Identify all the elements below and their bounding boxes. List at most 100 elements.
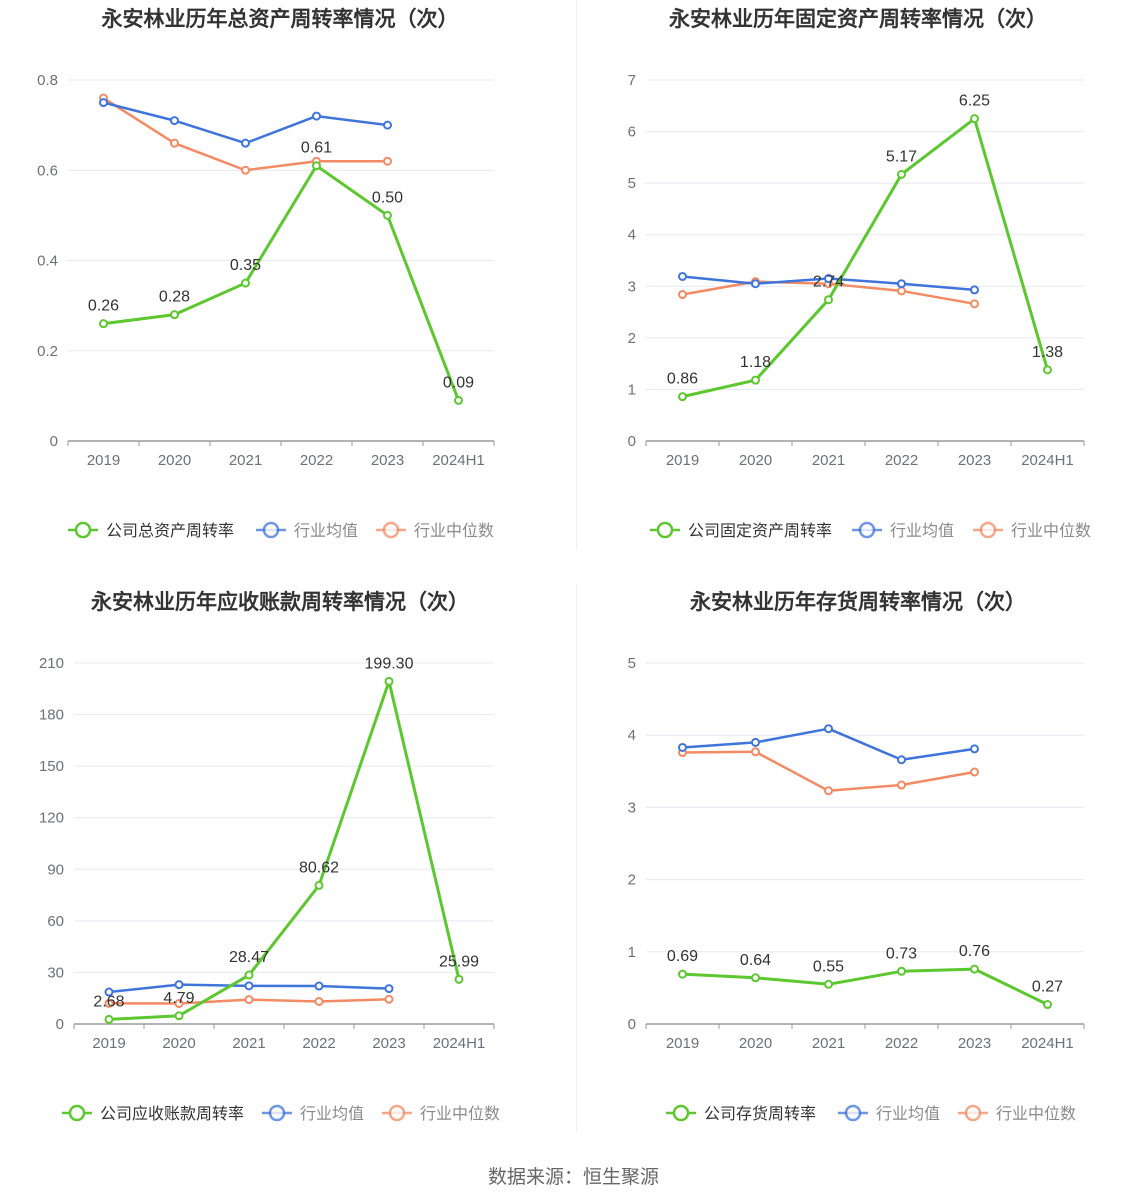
data-point-avg bbox=[312, 111, 321, 121]
y-tick-label: 180 bbox=[39, 707, 64, 724]
data-point-avg bbox=[751, 279, 760, 289]
series-line-avg bbox=[682, 727, 975, 761]
data-label: 0.86 bbox=[667, 371, 698, 388]
source-note: 数据来源：恒生聚源 bbox=[487, 1167, 659, 1188]
data-point-company bbox=[312, 161, 321, 171]
legend-label-avg[interactable]: 行业均值 bbox=[294, 522, 358, 540]
x-tick-label: 2021 bbox=[229, 452, 262, 469]
x-tick-label: 2022 bbox=[302, 1035, 335, 1052]
data-point-avg bbox=[241, 138, 250, 148]
data-point-avg bbox=[678, 271, 687, 281]
legend-marker-median bbox=[388, 1104, 406, 1122]
data-point-avg bbox=[244, 981, 254, 991]
data-point-median bbox=[678, 290, 687, 300]
data-label: 0.76 bbox=[959, 943, 990, 960]
data-point-company bbox=[751, 375, 760, 385]
data-point-median bbox=[824, 786, 833, 796]
data-point-median bbox=[897, 286, 906, 296]
legend-marker-company bbox=[74, 521, 92, 539]
x-tick-label: 2023 bbox=[958, 1035, 991, 1052]
data-point-median bbox=[314, 996, 324, 1006]
x-tick-label: 2021 bbox=[812, 452, 845, 469]
series-line-median bbox=[682, 750, 975, 793]
data-point-avg bbox=[170, 116, 179, 126]
x-tick-label: 2024H1 bbox=[1021, 452, 1074, 469]
data-label: 2.74 bbox=[813, 274, 844, 291]
data-point-company bbox=[384, 676, 394, 686]
legend-label-median[interactable]: 行业中位数 bbox=[414, 522, 494, 540]
x-tick-label: 2021 bbox=[232, 1035, 265, 1052]
data-label: 0.35 bbox=[230, 257, 261, 274]
legend-marker-avg bbox=[844, 1104, 862, 1122]
x-tick-label: 2021 bbox=[812, 1035, 845, 1052]
data-point-avg bbox=[314, 981, 324, 991]
chart-total-asset-turnover: 永安林业历年总资产周转率情况（次） 0 0.2 0.4 0.6 0.8 2019 2020 20… bbox=[0, 0, 560, 560]
legend-label-company[interactable]: 公司存货周转率 bbox=[704, 1105, 816, 1123]
y-tick-label: 5 bbox=[628, 655, 636, 672]
data-label: 0.26 bbox=[88, 298, 119, 315]
series-line-company bbox=[682, 967, 1049, 1006]
data-point-avg bbox=[678, 742, 687, 752]
legend-label-company[interactable]: 公司应收账款周转率 bbox=[100, 1104, 244, 1123]
legend-marker-company bbox=[672, 1104, 690, 1122]
data-point-company bbox=[454, 974, 464, 984]
legend-label-avg[interactable]: 行业均值 bbox=[300, 1105, 364, 1123]
data-point-avg bbox=[174, 980, 184, 990]
data-point-company bbox=[174, 1011, 184, 1021]
data-point-company bbox=[454, 395, 463, 405]
legend-label-median[interactable]: 行业中位数 bbox=[420, 1105, 500, 1123]
y-tick-label: 4 bbox=[628, 727, 636, 744]
chart-svg: 永安林业历年应收账款周转率情况（次） 0 30 60 90 120 150 180 210 201… bbox=[39, 590, 500, 1123]
divider-bottom bbox=[576, 583, 577, 1133]
x-tick-label: 2020 bbox=[158, 452, 191, 469]
chart-inventory-turnover: 永安林业历年存货周转率情况（次） 0 1 2 3 4 5 2019 2020 2021 2022 20… bbox=[578, 583, 1138, 1143]
data-label: 1.18 bbox=[740, 354, 771, 371]
data-point-median bbox=[384, 994, 394, 1004]
data-label: 0.64 bbox=[740, 952, 771, 969]
data-point-avg bbox=[970, 285, 979, 295]
y-tick-label: 0 bbox=[628, 433, 636, 450]
x-tick-label: 2022 bbox=[300, 452, 333, 469]
data-label: 0.27 bbox=[1032, 979, 1063, 996]
y-tick-label: 0 bbox=[628, 1016, 636, 1033]
data-label: 0.09 bbox=[443, 374, 474, 391]
legend-marker-company bbox=[68, 1104, 86, 1122]
data-point-median bbox=[174, 999, 184, 1009]
legend-marker-median bbox=[979, 521, 997, 539]
legend-label-company[interactable]: 公司固定资产周转率 bbox=[688, 522, 832, 540]
data-label: 25.99 bbox=[439, 953, 479, 970]
legend-label-company[interactable]: 公司总资产周转率 bbox=[106, 522, 234, 540]
data-point-avg bbox=[897, 279, 906, 289]
chart-title: 永安林业历年总资产周转率情况（次） bbox=[101, 7, 459, 31]
x-tick-label: 2020 bbox=[162, 1035, 195, 1052]
data-point-company bbox=[99, 319, 108, 329]
data-point-median bbox=[104, 998, 114, 1008]
data-point-median bbox=[897, 780, 906, 790]
data-point-avg bbox=[384, 984, 394, 994]
x-tick-label: 2019 bbox=[666, 452, 699, 469]
data-label: 0.73 bbox=[886, 945, 917, 962]
y-tick-label: 60 bbox=[47, 913, 64, 930]
data-label: 0.28 bbox=[159, 289, 190, 306]
data-label: 28.47 bbox=[229, 949, 269, 966]
legend-label-avg[interactable]: 行业均值 bbox=[890, 522, 954, 540]
y-tick-label: 6 bbox=[628, 124, 636, 141]
y-tick-label: 90 bbox=[47, 861, 64, 878]
data-point-company bbox=[970, 114, 979, 124]
data-label: 0.50 bbox=[372, 189, 403, 206]
legend-label-median[interactable]: 行业中位数 bbox=[996, 1105, 1076, 1123]
y-tick-label: 5 bbox=[628, 175, 636, 192]
data-point-company bbox=[897, 966, 906, 976]
x-tick-label: 2022 bbox=[885, 1035, 918, 1052]
y-tick-label: 3 bbox=[628, 278, 636, 295]
legend-label-avg[interactable]: 行业均值 bbox=[876, 1105, 940, 1123]
y-tick-label: 4 bbox=[628, 227, 636, 244]
chart-fixed-asset-turnover: 永安林业历年固定资产周转率情况（次） 0 1 2 3 4 5 6 7 2019 2020 2021 20… bbox=[578, 0, 1138, 560]
data-point-avg bbox=[104, 987, 114, 997]
divider-top bbox=[576, 0, 577, 550]
y-tick-label: 0.2 bbox=[37, 343, 58, 360]
data-point-median bbox=[751, 747, 760, 757]
legend-label-median[interactable]: 行业中位数 bbox=[1011, 522, 1091, 540]
chart-title: 永安林业历年固定资产周转率情况（次） bbox=[668, 7, 1047, 31]
series-line-median bbox=[102, 96, 388, 172]
